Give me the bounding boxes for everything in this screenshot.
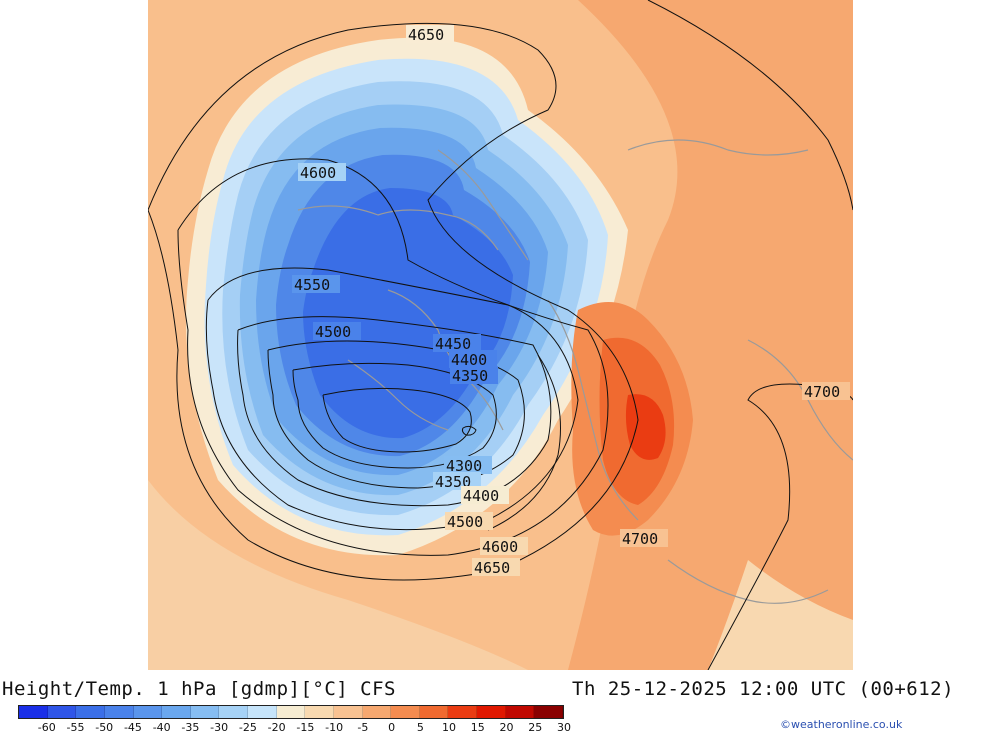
color-legend-swatch (19, 706, 48, 718)
color-legend-swatch (305, 706, 334, 718)
contour-label: 4500 (315, 323, 351, 341)
map-title: Height/Temp. 1 hPa [gdmp][°C] CFS (2, 678, 396, 700)
color-legend-swatch (248, 706, 277, 718)
color-legend-bar (18, 705, 564, 719)
contour-labels: 4650 4600 4550 4500 4450 4400 4350 4300 … (292, 25, 850, 577)
color-legend-tick-label: 5 (416, 721, 424, 734)
color-legend-tick-label: -55 (66, 721, 85, 734)
color-legend-tick-label: 15 (470, 721, 485, 734)
contour-label: 4400 (463, 487, 499, 505)
contour-label: 4650 (408, 26, 444, 44)
color-legend-swatch (419, 706, 449, 718)
color-legend-swatch (76, 706, 105, 718)
contour-label: 4400 (451, 351, 487, 369)
contour-label: 4650 (474, 559, 510, 577)
contour-label: 4350 (452, 367, 488, 385)
color-legend-tick-label: 25 (528, 721, 543, 734)
color-legend-swatch (104, 706, 134, 718)
color-legend-swatch (391, 706, 420, 718)
color-legend-swatch (534, 706, 563, 718)
color-legend-swatch (133, 706, 163, 718)
color-legend-tick-label: -5 (357, 721, 369, 734)
weather-map: 4650 4600 4550 4500 4450 4400 4350 4300 … (148, 0, 853, 670)
color-legend-tick-label: 0 (388, 721, 396, 734)
map-datetime: Th 25-12-2025 12:00 UTC (00+612) (572, 678, 955, 700)
color-legend-tick-label: -25 (238, 721, 257, 734)
color-legend-swatch (448, 706, 477, 718)
color-legend-swatch (505, 706, 535, 718)
color-legend-tick-label: -20 (267, 721, 286, 734)
color-legend-tick-label: 20 (499, 721, 514, 734)
color-legend-tick-label: -15 (296, 721, 315, 734)
contour-label: 4450 (435, 335, 471, 353)
color-legend-swatch (190, 706, 220, 718)
color-legend-swatch (162, 706, 191, 718)
color-legend-tick-label: -10 (325, 721, 344, 734)
contour-label: 4600 (482, 538, 518, 556)
color-legend-tick-label: 30 (557, 721, 571, 734)
contour-label: 4700 (622, 530, 658, 548)
pale-region-south (148, 480, 528, 670)
color-legend-tick-label: -50 (95, 721, 114, 734)
hot-core (625, 394, 666, 460)
contour-label: 4600 (300, 164, 336, 182)
color-legend-swatch (362, 706, 392, 718)
color-legend-tick-label: -30 (210, 721, 229, 734)
color-legend-swatch (333, 706, 363, 718)
color-legend-swatch (276, 706, 306, 718)
color-legend-tick-label: 10 (442, 721, 457, 734)
contour-label: 4700 (804, 383, 840, 401)
color-legend-swatch (477, 706, 506, 718)
contour-label: 4300 (446, 457, 482, 475)
color-legend-tick-label: -60 (37, 721, 56, 734)
pale-region-sw (708, 560, 853, 670)
color-legend-tick-label: -35 (181, 721, 200, 734)
color-legend-swatch (219, 706, 248, 718)
contour-label: 4550 (294, 276, 330, 294)
color-legend-swatch (47, 706, 77, 718)
color-legend-tick-label: -45 (123, 721, 142, 734)
credit-link[interactable]: ©weatheronline.co.uk (780, 718, 903, 731)
color-legend-ticks: -60 -55 -50 -45 -40 -35 -30 -25 -20 -15 -10 -5 0 5 10 1… (18, 721, 571, 734)
color-legend-tick-label: -40 (152, 721, 171, 734)
height-contours (148, 0, 853, 670)
contour-label: 4500 (447, 513, 483, 531)
